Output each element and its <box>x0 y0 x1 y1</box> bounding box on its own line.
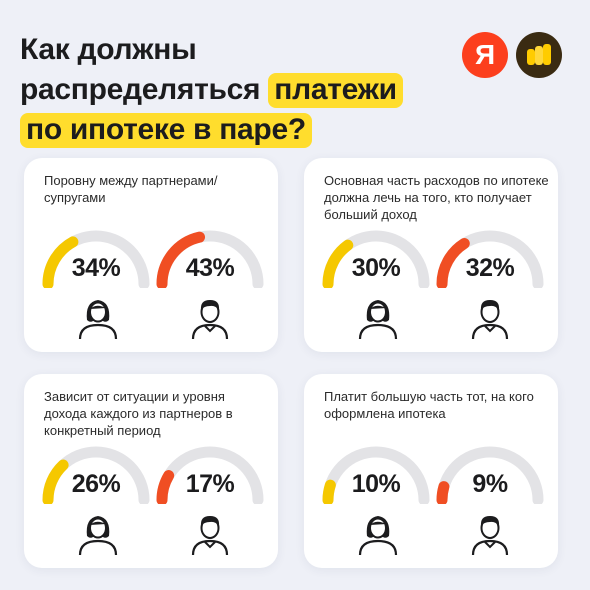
title-line-3: по ипотеке в паре? <box>20 110 403 150</box>
percent-label: 43% <box>185 254 235 282</box>
woman-icon <box>356 294 400 340</box>
gauge-svg <box>156 230 264 288</box>
woman-icon <box>76 510 120 556</box>
title-line-1: Как должны <box>20 33 197 66</box>
gauge-women: 30% <box>320 228 432 288</box>
woman-svg <box>78 300 118 340</box>
percent-label: 26% <box>71 470 121 498</box>
gauge-svg <box>322 230 430 288</box>
gauge-track <box>436 446 544 504</box>
gauge-value-women <box>42 459 69 504</box>
gauge-men: 43% <box>154 228 266 288</box>
gauge-men: 17% <box>154 444 266 504</box>
gauge-svg <box>42 446 150 504</box>
gauge-value-women <box>322 239 354 288</box>
title-line-2: распределяться платежи <box>20 70 403 110</box>
man-svg <box>191 300 229 340</box>
page-title: Как должны распределяться платежи по ипо… <box>20 30 403 150</box>
card-label: Основная часть расходов по ипотеке должн… <box>324 173 549 222</box>
woman-icon <box>356 510 400 556</box>
percent-label: 10% <box>351 470 401 498</box>
woman-icon <box>76 294 120 340</box>
gauge-value-men <box>156 231 206 288</box>
title-highlight-payments: платежи <box>268 73 403 108</box>
man-icon <box>188 294 232 340</box>
gauge-svg <box>322 446 430 504</box>
woman-svg <box>358 300 398 340</box>
gauge-track <box>322 446 430 504</box>
card-depends: Зависит от ситуации и уровня дохода кажд… <box>24 374 278 568</box>
card-equally: Поровну между партнерами/супругами 34% 4… <box>24 158 278 352</box>
gauge-svg <box>156 446 264 504</box>
gauge-value-women <box>322 479 336 504</box>
gauge-men: 9% <box>434 444 546 504</box>
gauge-women: 10% <box>320 444 432 504</box>
gauge-value-men <box>436 237 470 288</box>
percent-label: 17% <box>185 470 235 498</box>
percent-label: 32% <box>465 254 515 282</box>
man-icon <box>468 294 512 340</box>
title-line-2-prefix: распределяться <box>20 73 261 106</box>
gauge-value-men <box>156 470 175 504</box>
man-icon <box>468 510 512 556</box>
man-svg <box>471 300 509 340</box>
gauge-value-women <box>42 236 79 288</box>
card-label: Поровну между партнерами/супругами <box>44 173 218 205</box>
gauge-women: 34% <box>40 228 152 288</box>
card-label: Платит большую часть тот, на кого оформл… <box>324 389 534 421</box>
card-higher-income: Основная часть расходов по ипотеке должн… <box>304 158 558 352</box>
gauge-value-men <box>436 481 450 504</box>
gauge-svg <box>436 230 544 288</box>
gauge-svg <box>436 446 544 504</box>
woman-svg <box>358 516 398 556</box>
gauge-women: 26% <box>40 444 152 504</box>
percent-label: 30% <box>351 254 401 282</box>
percent-label: 9% <box>472 470 508 498</box>
man-icon <box>188 510 232 556</box>
man-svg <box>191 516 229 556</box>
woman-svg <box>78 516 118 556</box>
man-svg <box>471 516 509 556</box>
yandex-logo: Я <box>462 32 508 78</box>
card-label: Зависит от ситуации и уровня дохода кажд… <box>44 389 233 438</box>
gauge-men: 32% <box>434 228 546 288</box>
coins-logo-icon <box>516 32 562 78</box>
card-mortgage-holder: Платит большую часть тот, на кого оформл… <box>304 374 558 568</box>
title-highlight-mortgage: по ипотеке в паре? <box>20 113 312 148</box>
percent-label: 34% <box>71 254 121 282</box>
gauge-svg <box>42 230 150 288</box>
